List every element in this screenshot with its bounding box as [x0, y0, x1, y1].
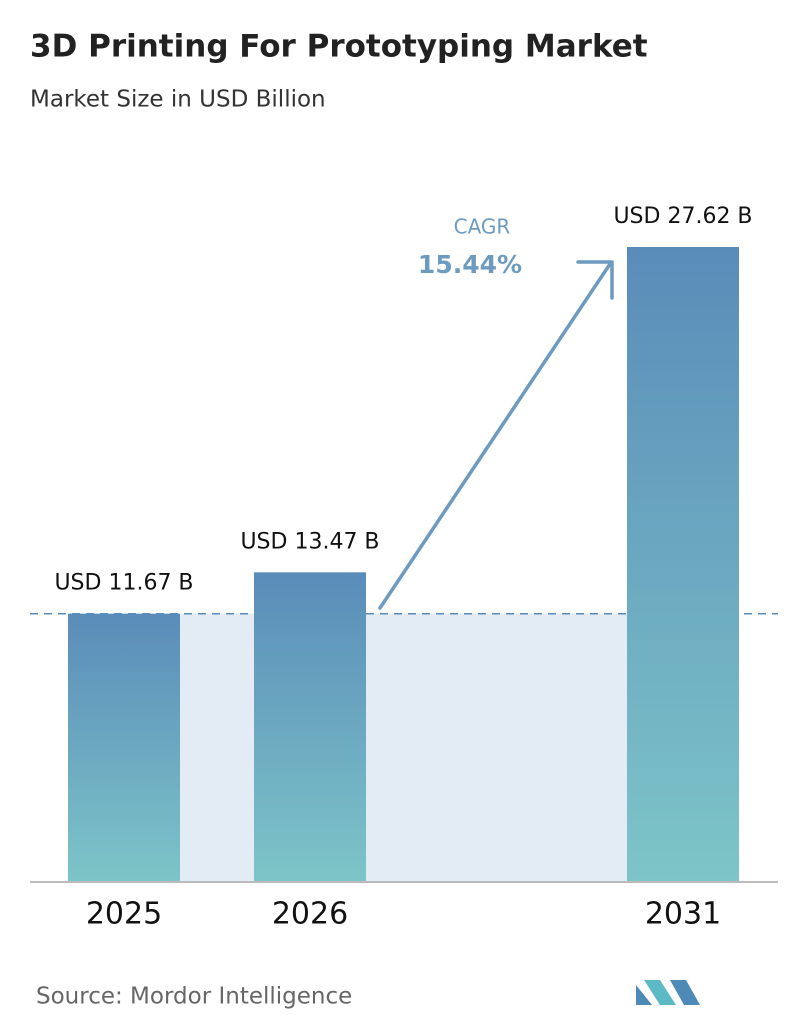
cagr-arrow — [378, 260, 614, 610]
chart-subtitle: Market Size in USD Billion — [30, 87, 326, 113]
value-label: USD 13.47 B — [240, 529, 379, 554]
value-label: USD 27.62 B — [613, 204, 752, 229]
x-tick-label: 2026 — [272, 897, 348, 932]
bar — [254, 572, 366, 882]
logo-part — [670, 980, 700, 1005]
cagr-value: 15.44% — [418, 250, 522, 279]
source: Source: Mordor Intelligence — [36, 984, 352, 1010]
logo — [636, 980, 700, 1005]
bar — [68, 613, 180, 882]
logo-part — [636, 985, 652, 1005]
logo-part — [644, 980, 676, 1005]
x-tick-label: 2025 — [86, 897, 162, 932]
chart-title: 3D Printing For Prototyping Market — [30, 29, 648, 65]
value-label: USD 11.67 B — [54, 571, 193, 596]
arrow-head — [576, 260, 614, 300]
arrow-shaft — [378, 262, 612, 610]
x-tick-label: 2031 — [645, 897, 721, 932]
bar — [627, 247, 739, 882]
cagr-label: CAGR — [454, 215, 511, 239]
